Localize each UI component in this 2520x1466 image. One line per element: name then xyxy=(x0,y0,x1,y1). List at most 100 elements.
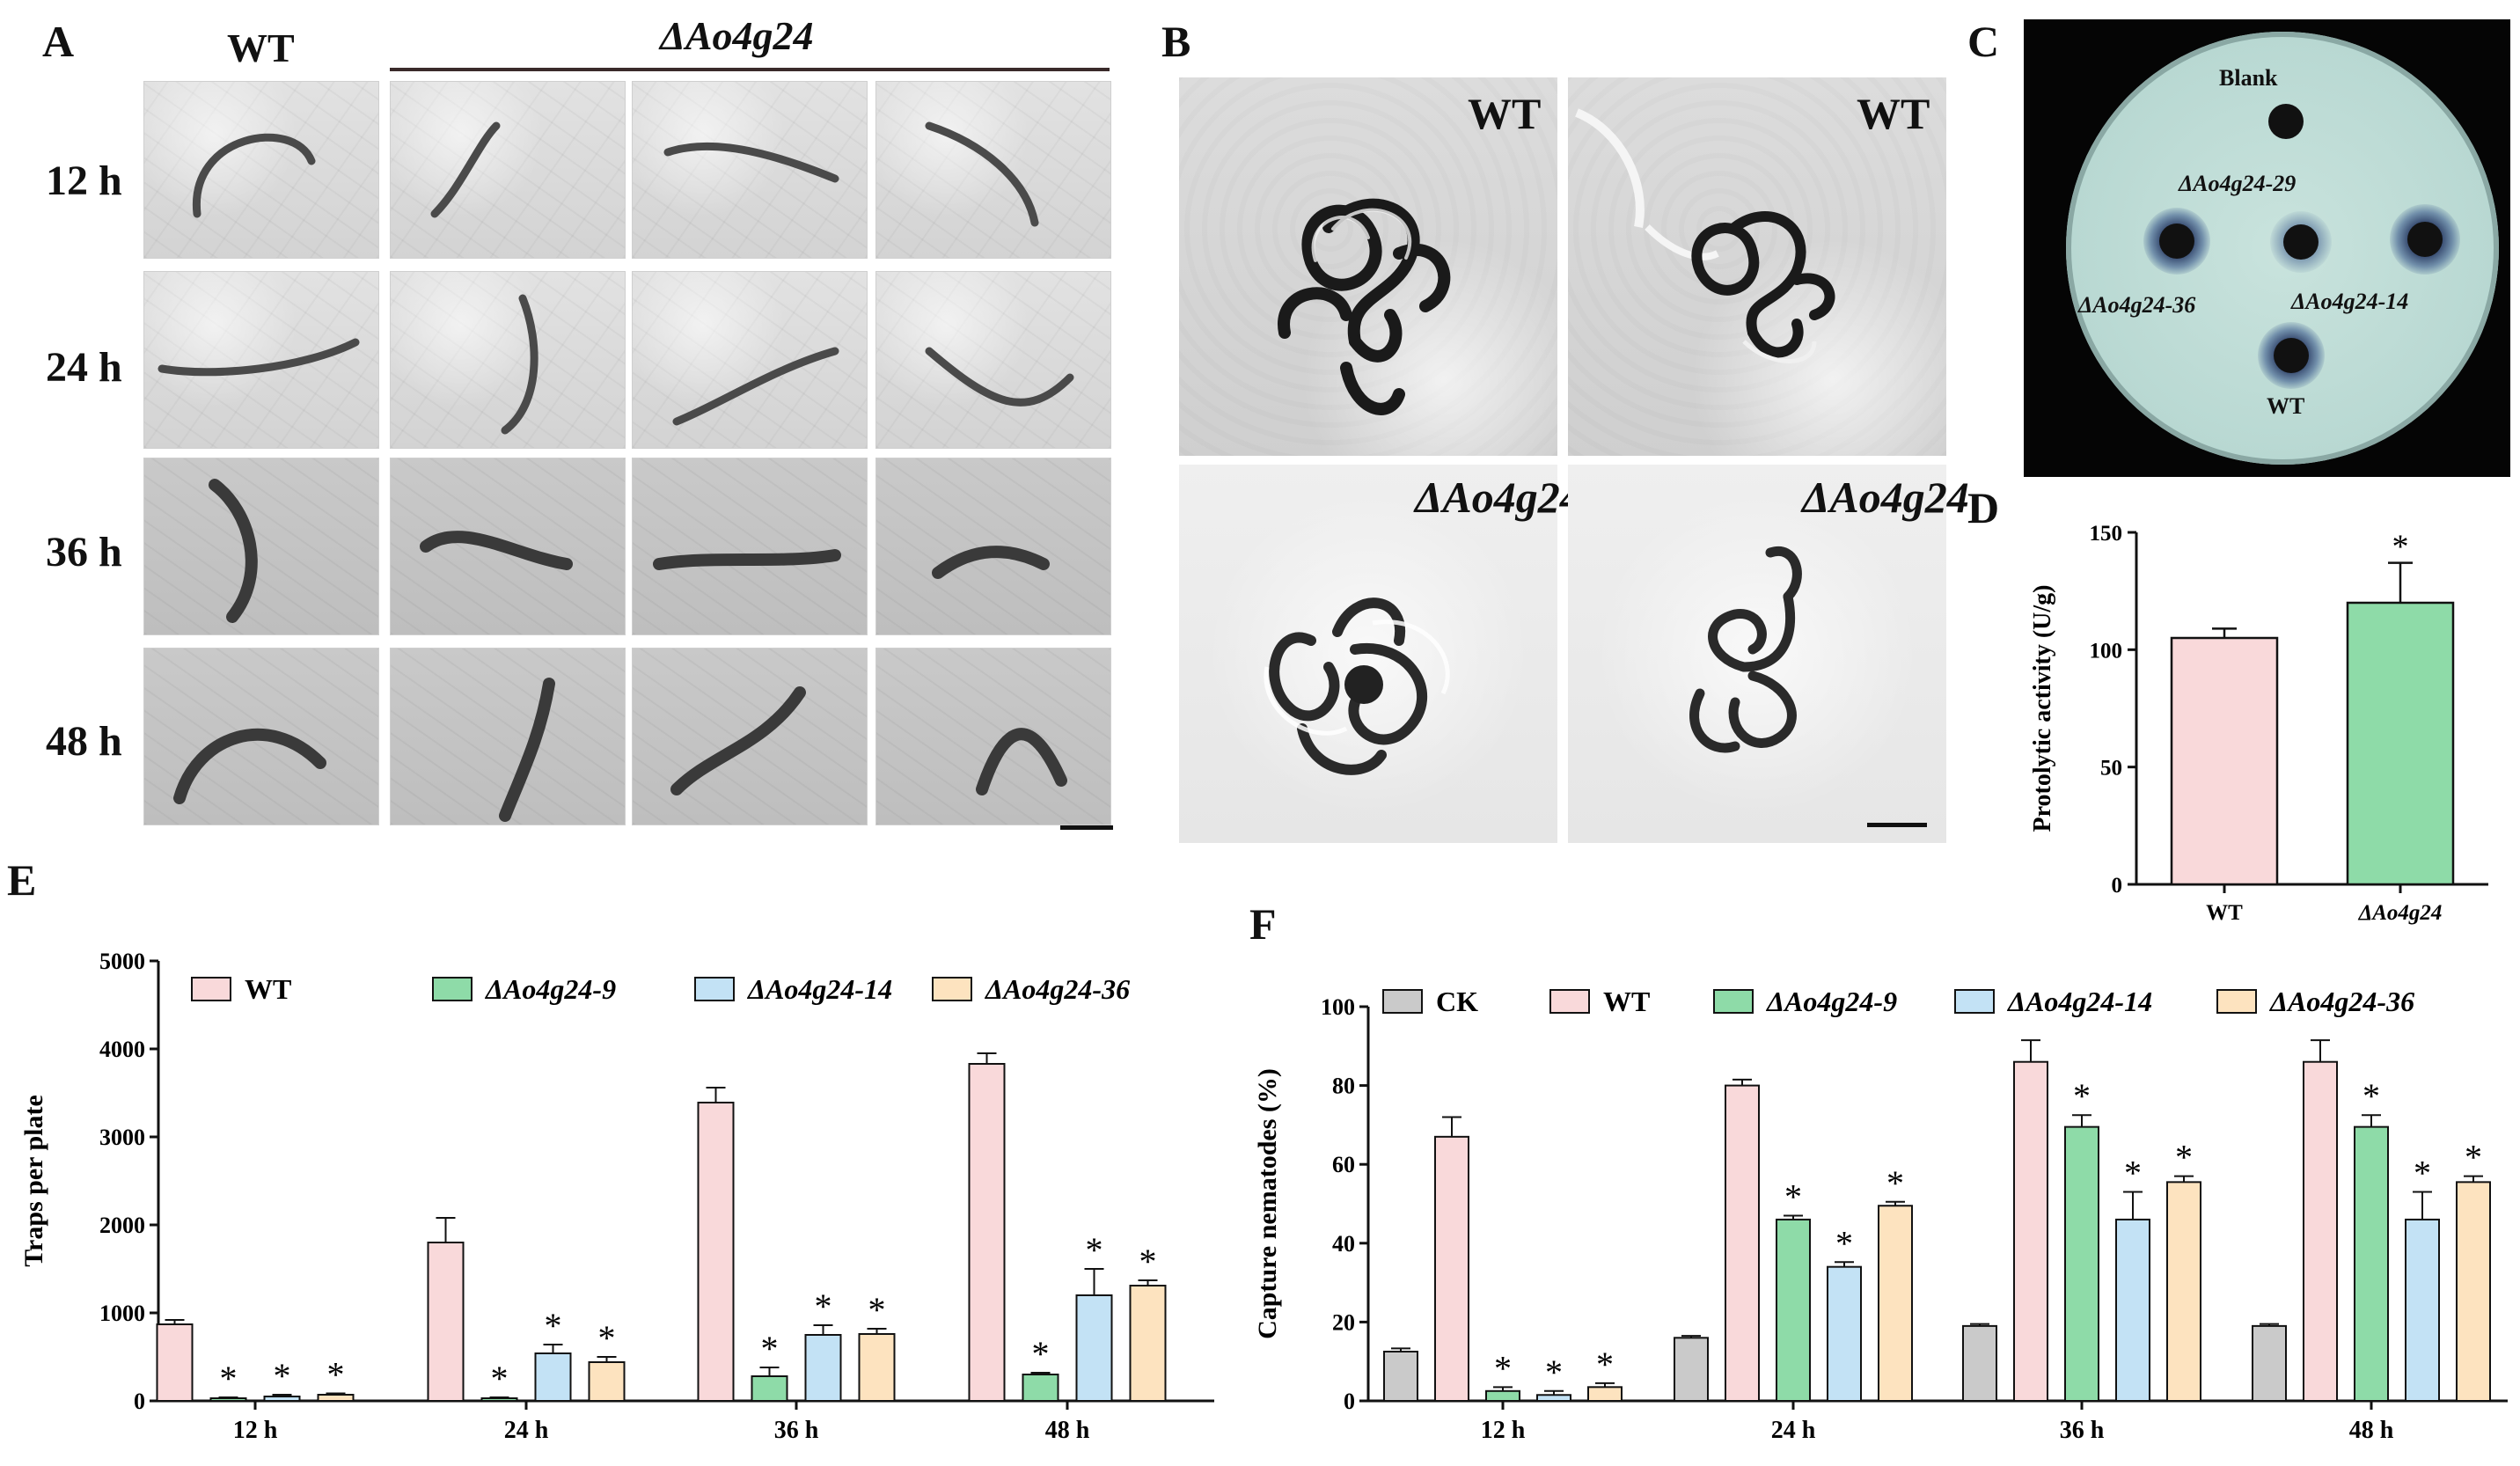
nematode-illustration xyxy=(501,294,538,435)
bar xyxy=(2170,636,2279,886)
y-tick-label: 0 xyxy=(1344,1389,1355,1414)
nematode-illustration xyxy=(420,531,573,570)
significance-star: * xyxy=(598,1318,616,1358)
y-tick-label: 2000 xyxy=(99,1213,145,1238)
nematode-illustration xyxy=(173,728,326,804)
x-tick-label: 48 h xyxy=(2349,1417,2394,1444)
bar xyxy=(480,1397,518,1402)
legend-swatch xyxy=(432,977,472,1001)
significance-star: * xyxy=(2073,1076,2091,1116)
y-tick-label: 0 xyxy=(2112,874,2123,898)
bar xyxy=(2166,1181,2201,1402)
bar xyxy=(263,1396,301,1402)
panel-label-f: F xyxy=(1249,899,1277,949)
bar xyxy=(1536,1394,1571,1402)
y-tick-label: 100 xyxy=(2090,639,2123,663)
bar xyxy=(2303,1060,2338,1402)
bar xyxy=(1587,1386,1623,1403)
well-14 xyxy=(2407,222,2443,257)
y-tick-label: 40 xyxy=(1332,1231,1355,1257)
x-tick-label: 36 h xyxy=(2060,1417,2105,1444)
significance-star: * xyxy=(2392,529,2409,566)
legend-swatch xyxy=(694,977,735,1001)
nematode-illustration xyxy=(499,678,555,822)
panel-label-b: B xyxy=(1161,17,1191,66)
significance-star: * xyxy=(1596,1345,1614,1384)
nematode-illustration xyxy=(672,347,839,426)
micrograph-tile xyxy=(143,458,379,635)
significance-star: * xyxy=(545,1306,562,1345)
y-tick-label: 1000 xyxy=(99,1301,145,1326)
trap-network-illustration xyxy=(1278,198,1451,415)
nematode-illustration xyxy=(670,686,806,795)
micrograph-tile xyxy=(875,81,1111,259)
chart-e: 0 1000 2000 3000 4000 5000 Traps per plate 12 h… xyxy=(0,915,1232,1462)
panel-b-image-3 xyxy=(1179,465,1557,843)
panel-b-image-2 xyxy=(1568,77,1946,456)
micrograph-tile xyxy=(390,81,626,259)
bar xyxy=(2346,601,2455,886)
well-blank xyxy=(2268,104,2304,139)
significance-star: * xyxy=(274,1356,291,1396)
nematode-illustration xyxy=(925,121,1039,227)
bar xyxy=(156,1323,194,1402)
legend-swatch xyxy=(1382,989,1423,1014)
legend-label: ΔAo4g24-36 xyxy=(984,973,1130,1005)
legend-swatch xyxy=(1549,989,1590,1014)
panel-a-scale-bar xyxy=(1060,825,1113,830)
bar xyxy=(2405,1218,2440,1403)
bar xyxy=(1129,1285,1167,1402)
panel-b-label-1: WT xyxy=(1468,89,1542,138)
micrograph-tile xyxy=(875,648,1111,825)
x-tick-label: 12 h xyxy=(233,1417,278,1444)
legend-label: ΔAo4g24-14 xyxy=(2006,986,2152,1017)
legend-label: WT xyxy=(1603,986,1650,1017)
bar xyxy=(1878,1205,1913,1402)
significance-star: * xyxy=(491,1359,509,1398)
y-axis-title: Capture nematodes (%) xyxy=(1253,1068,1282,1339)
y-tick-label: 0 xyxy=(134,1389,145,1414)
bar xyxy=(1075,1294,1113,1402)
y-tick-label: 150 xyxy=(2090,522,2123,546)
micrograph-tile xyxy=(390,271,626,449)
legend-swatch xyxy=(1954,989,1995,1014)
bar xyxy=(1962,1324,1997,1403)
bar xyxy=(427,1242,465,1402)
bar xyxy=(1674,1337,1709,1403)
nematode-illustration xyxy=(663,143,839,183)
significance-star: * xyxy=(2124,1154,2142,1193)
trap-network-illustration xyxy=(1689,546,1802,753)
legend-label: CK xyxy=(1436,986,1478,1017)
plate-label-blank: Blank xyxy=(2219,65,2278,91)
panel-label-c: C xyxy=(1967,17,2000,66)
well-wt xyxy=(2274,338,2309,373)
legend-label: ΔAo4g24-9 xyxy=(484,973,616,1005)
panel-a-row-label: 48 h xyxy=(46,718,122,765)
micrograph-tile xyxy=(875,271,1111,449)
significance-star: * xyxy=(1784,1176,1802,1216)
bar xyxy=(1776,1218,1811,1403)
nematode-illustration xyxy=(653,549,841,570)
significance-star: * xyxy=(2362,1076,2380,1116)
y-tick-label: 60 xyxy=(1332,1152,1355,1177)
significance-star: * xyxy=(1545,1352,1563,1392)
chart-d: 0 50 100 150 Protolytic activity (U/g) WT * ΔAo… xyxy=(2006,482,2520,950)
micrograph-tile xyxy=(875,458,1111,635)
panel-b-label-3: ΔAo4g24 xyxy=(1415,473,1582,522)
nematode-illustration xyxy=(925,347,1074,407)
significance-star: * xyxy=(1139,1242,1157,1281)
y-tick-label: 5000 xyxy=(99,949,145,974)
panel-b-label-2: WT xyxy=(1857,89,1930,138)
panel-b-label-4: ΔAo4g24 xyxy=(1802,473,1969,522)
nematode-illustration xyxy=(193,133,316,218)
bar xyxy=(2252,1324,2287,1403)
panel-a-row-label: 24 h xyxy=(46,344,122,391)
trap-network-illustration xyxy=(1264,597,1450,775)
legend-label: ΔAo4g24-9 xyxy=(1765,986,1897,1017)
micrograph-tile xyxy=(390,458,626,635)
bar xyxy=(209,1397,247,1402)
panel-a-col-mutant: ΔAo4g24 xyxy=(660,13,814,58)
bar xyxy=(2456,1181,2491,1402)
bar xyxy=(751,1375,788,1402)
legend-label: ΔAo4g24-36 xyxy=(2268,986,2414,1017)
